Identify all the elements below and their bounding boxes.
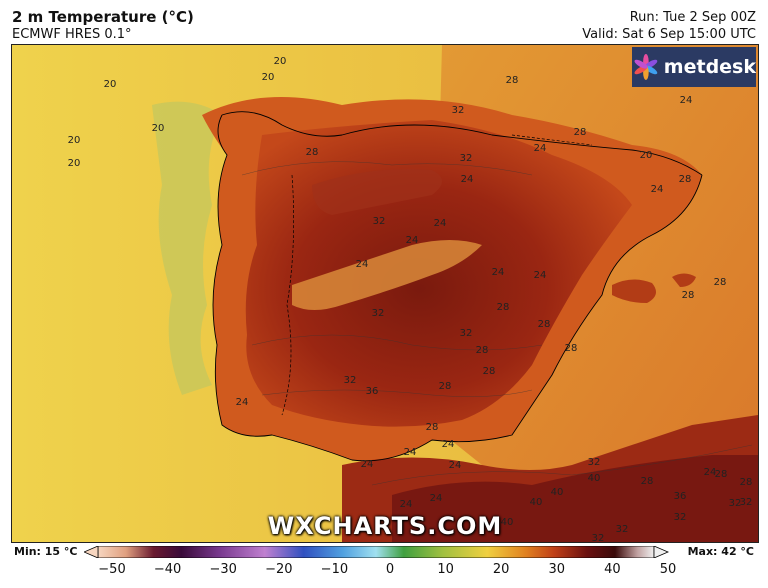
contour-label: 28	[565, 343, 578, 354]
contour-label: 32	[588, 457, 601, 468]
contour-label: 20	[104, 79, 117, 90]
contour-label: 32	[452, 105, 465, 116]
contour-label: 32	[729, 498, 742, 509]
valid-time: Valid: Sat 6 Sep 15:00 UTC	[582, 27, 756, 42]
contour-label: 28	[679, 174, 692, 185]
scale-min-label: Min: 15 °C	[14, 545, 78, 558]
colorbar-tick-label: 20	[492, 562, 510, 577]
map-canvas: 2020202020202832282432242028242832243224…	[12, 45, 758, 542]
colorbar-tick-label: −20	[265, 562, 293, 577]
contour-label: 32	[740, 497, 753, 508]
contour-label: 40	[588, 473, 601, 484]
colorbar-tick-label: −40	[153, 562, 182, 577]
colorbar-tick-label: −30	[209, 562, 237, 577]
colorbar-tick-label: 40	[604, 562, 621, 577]
contour-label: 20	[68, 135, 81, 146]
contour-label: 20	[68, 158, 81, 169]
scale-max-label: Max: 42 °C	[687, 545, 754, 558]
contour-label: 28	[641, 476, 654, 487]
contour-label: 36	[366, 386, 379, 397]
contour-label: 32	[372, 308, 385, 319]
contour-label: 32	[616, 524, 629, 535]
contour-label: 20	[274, 56, 287, 67]
contour-label: 24	[534, 270, 547, 281]
contour-label: 24	[704, 467, 717, 478]
contour-label: 24	[442, 439, 455, 450]
contour-label: 32	[460, 153, 473, 164]
contour-label: 20	[262, 72, 275, 83]
contour-label: 24	[404, 447, 417, 458]
contour-label: 24	[361, 459, 374, 470]
contour-label: 20	[640, 150, 653, 161]
model-label: ECMWF HRES 0.1°	[12, 27, 132, 42]
contour-label: 32	[373, 216, 386, 227]
contour-label: 28	[439, 381, 452, 392]
contour-label: 24	[534, 143, 547, 154]
colorbar-tick-label: 10	[437, 562, 454, 577]
contour-label: 32	[344, 375, 357, 386]
contour-label: 28	[483, 366, 496, 377]
contour-label: 28	[574, 127, 587, 138]
contour-label: 28	[740, 477, 753, 488]
contour-label: 28	[714, 277, 727, 288]
temperature-map[interactable]: 20 20 20 20 20 20 28 32 28 24 32 24 20 28 24 28 32 24 32 24…	[11, 44, 759, 543]
colorbar-right-arrow	[653, 546, 669, 558]
contour-labels: 2020202020202832282432242028242832243224…	[68, 56, 753, 542]
contour-label: 24	[434, 218, 447, 229]
logo-text: metdesk	[663, 56, 756, 78]
colorbar-tick-label: 0	[385, 562, 395, 577]
contour-label: 28	[426, 422, 439, 433]
contour-label: 32	[592, 533, 605, 542]
colorbar-tick-label: −10	[320, 562, 349, 577]
contour-label: 40	[530, 497, 543, 508]
colorbar-tick-label: 30	[548, 562, 566, 577]
contour-label: 24	[449, 460, 462, 471]
contour-label: 40	[551, 487, 564, 498]
contour-label: 28	[497, 302, 510, 313]
contour-label: 24	[492, 267, 505, 278]
contour-label: 24	[406, 235, 419, 246]
contour-label: 28	[506, 75, 519, 86]
contour-label: 24	[651, 184, 664, 195]
colorbar-tick-label: −50	[98, 562, 126, 577]
contour-label: 28	[476, 345, 489, 356]
colorbar-left-arrow	[84, 546, 99, 558]
contour-label: 24	[430, 493, 443, 504]
run-time: Run: Tue 2 Sep 00Z	[629, 10, 756, 25]
contour-label: 36	[674, 491, 687, 502]
chart-title: 2 m Temperature (°C)	[12, 8, 194, 26]
contour-label: 32	[674, 512, 687, 523]
contour-label: 24	[236, 397, 249, 408]
contour-label: 24	[461, 174, 474, 185]
colorbar-ticks: −50 −40 −30 −20 −10 0 10 20 30 40 50	[0, 560, 768, 584]
temperature-colorbar	[98, 546, 654, 558]
contour-label: 24	[400, 499, 413, 510]
colorbar-tick-label: 50	[659, 562, 677, 577]
metdesk-logo: metdesk	[632, 47, 756, 87]
contour-label: 24	[680, 95, 693, 106]
contour-label: 40	[501, 517, 514, 528]
contour-label: 28	[538, 319, 551, 330]
contour-label: 20	[152, 123, 165, 134]
watermark: WXCHARTS.COM	[267, 512, 503, 540]
contour-label: 28	[682, 290, 695, 301]
contour-label: 32	[460, 328, 473, 339]
flower-icon	[634, 54, 658, 80]
contour-label: 28	[715, 469, 728, 480]
contour-label: 24	[356, 259, 369, 270]
contour-label: 28	[306, 147, 319, 158]
